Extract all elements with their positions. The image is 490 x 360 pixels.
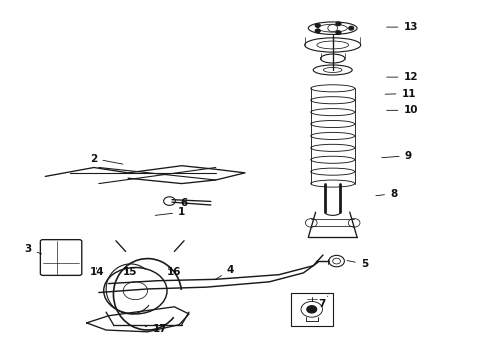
Text: 8: 8 [376,189,397,199]
Text: 1: 1 [155,207,185,217]
Text: 2: 2 [90,154,123,164]
Circle shape [336,22,341,26]
Text: 14: 14 [90,267,105,277]
Text: 13: 13 [387,22,418,32]
Text: 4: 4 [216,265,234,279]
Bar [291,293,333,327]
Text: 7: 7 [318,296,328,309]
Circle shape [349,26,354,30]
Circle shape [336,31,341,35]
Text: 17: 17 [145,324,167,334]
Text: 5: 5 [347,259,368,269]
Circle shape [315,24,320,27]
Text: 11: 11 [385,89,416,99]
Text: 9: 9 [382,151,412,161]
Text: 10: 10 [387,105,418,115]
Circle shape [307,306,317,313]
Circle shape [315,29,320,33]
Text: 6: 6 [180,198,194,207]
Text: 16: 16 [167,267,182,277]
Text: 3: 3 [24,244,42,254]
Text: 15: 15 [123,267,138,277]
Text: 12: 12 [387,72,418,82]
